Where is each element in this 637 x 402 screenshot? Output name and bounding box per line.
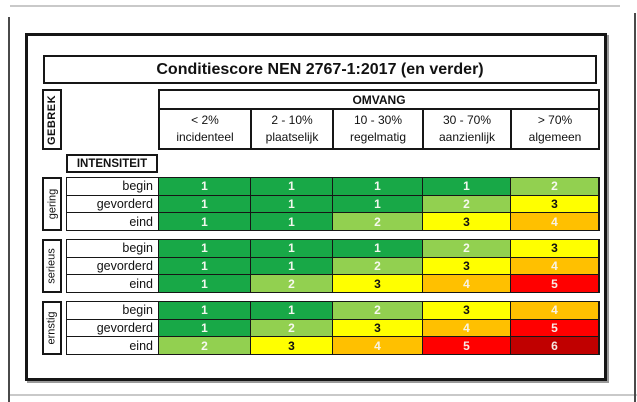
figure-title: Conditiescore NEN 2767-1:2017 (en verder… — [43, 55, 597, 84]
column-name: aanzienlijk — [438, 130, 496, 144]
score-cell: 2 — [251, 319, 332, 337]
score-cell: 1 — [251, 257, 332, 275]
score-cell: 1 — [423, 178, 510, 195]
score-cell: 1 — [159, 213, 250, 230]
score-cell: 1 — [251, 302, 332, 319]
score-cell: 3 — [333, 275, 422, 292]
score-cell: 2 — [333, 257, 422, 275]
section-grid-gering: begin 1 1 1 1 2 gevorderd 1 1 1 2 3 eind… — [66, 177, 600, 231]
column-name: algemeen — [528, 130, 582, 144]
row-label-gevorderd: gevorderd — [67, 319, 158, 337]
score-cell: 2 — [333, 213, 422, 230]
score-cell: 3 — [423, 302, 510, 319]
intensiteit-label: INTENSITEIT — [66, 154, 158, 173]
gebrek-axis-label: GEBREK — [46, 94, 58, 145]
column-header-regelmatig: 10 - 30% regelmatig — [334, 110, 422, 148]
column-header-incidenteel: < 2% incidenteel — [160, 110, 250, 148]
row-label-eind: eind — [67, 337, 158, 354]
score-cell: 3 — [511, 240, 598, 257]
score-cell: 5 — [423, 337, 510, 354]
score-cell: 3 — [423, 257, 510, 275]
row-label-begin: begin — [67, 240, 158, 257]
score-cell: 2 — [251, 275, 332, 292]
score-cell: 1 — [159, 240, 250, 257]
bottom-divider — [8, 394, 637, 396]
column-name: regelmatig — [349, 130, 407, 144]
score-cell: 1 — [251, 178, 332, 195]
section-label-serieus: serieus — [42, 239, 62, 293]
score-cell: 1 — [159, 319, 250, 337]
score-cell: 4 — [511, 213, 598, 230]
section-grid-ernstig: begin 1 1 2 3 4 gevorderd 1 2 3 4 5 eind… — [66, 301, 600, 355]
column-name: incidenteel — [176, 130, 234, 144]
row-label-begin: begin — [67, 178, 158, 195]
score-cell: 3 — [251, 337, 332, 354]
score-cell: 1 — [159, 195, 250, 213]
omvang-axis-label: OMVANG — [160, 91, 598, 108]
score-cell: 1 — [159, 275, 250, 292]
column-range: > 70% — [537, 112, 573, 127]
column-range: 10 - 30% — [353, 112, 403, 127]
section-label-text: gering — [46, 188, 59, 220]
row-label-begin: begin — [67, 302, 158, 319]
right-frame-line — [634, 13, 636, 402]
score-cell: 2 — [159, 337, 250, 354]
score-cell: 1 — [251, 195, 332, 213]
score-cell: 4 — [511, 257, 598, 275]
score-cell: 1 — [333, 178, 422, 195]
score-cell: 1 — [333, 195, 422, 213]
omvang-header: OMVANG < 2% incidenteel 2 - 10% plaatsel… — [158, 89, 600, 150]
column-header-plaatselijk: 2 - 10% plaatselijk — [252, 110, 332, 148]
top-divider — [10, 5, 620, 7]
column-header-aanzienlijk: 30 - 70% aanzienlijk — [424, 110, 510, 148]
column-name: plaatselijk — [265, 130, 319, 144]
section-label-ernstig: ernstig — [42, 301, 62, 355]
row-label-eind: eind — [67, 213, 158, 230]
column-range: 2 - 10% — [271, 112, 313, 127]
row-label-eind: eind — [67, 275, 158, 292]
score-cell: 3 — [511, 195, 598, 213]
section-label-text: serieus — [46, 248, 58, 284]
section-label-text: ernstig — [46, 311, 58, 345]
score-cell: 1 — [159, 178, 250, 195]
left-frame-line — [8, 17, 10, 402]
row-label-gevorderd: gevorderd — [67, 195, 158, 213]
column-header-algemeen: > 70% algemeen — [512, 110, 598, 148]
score-cell: 2 — [423, 195, 510, 213]
column-range: < 2% — [191, 112, 219, 127]
section-label-gering: gering — [42, 177, 62, 231]
score-cell: 1 — [159, 302, 250, 319]
score-cell: 4 — [333, 337, 422, 354]
section-grid-serieus: begin 1 1 1 2 3 gevorderd 1 1 2 3 4 eind… — [66, 239, 600, 293]
score-cell: 6 — [511, 337, 598, 354]
score-cell: 3 — [333, 319, 422, 337]
gebrek-axis: GEBREK — [42, 89, 62, 150]
score-cell: 4 — [423, 319, 510, 337]
score-cell: 2 — [423, 240, 510, 257]
column-range: 30 - 70% — [442, 112, 492, 127]
score-cell: 3 — [423, 213, 510, 230]
score-cell: 4 — [511, 302, 598, 319]
score-cell: 1 — [333, 240, 422, 257]
score-cell: 5 — [511, 319, 598, 337]
score-cell: 2 — [511, 178, 598, 195]
condition-score-figure: Conditiescore NEN 2767-1:2017 (en verder… — [25, 33, 607, 381]
score-cell: 2 — [333, 302, 422, 319]
score-cell: 1 — [159, 257, 250, 275]
score-cell: 4 — [423, 275, 510, 292]
score-cell: 1 — [251, 213, 332, 230]
score-cell: 5 — [511, 275, 598, 292]
row-label-gevorderd: gevorderd — [67, 257, 158, 275]
score-cell: 1 — [251, 240, 332, 257]
